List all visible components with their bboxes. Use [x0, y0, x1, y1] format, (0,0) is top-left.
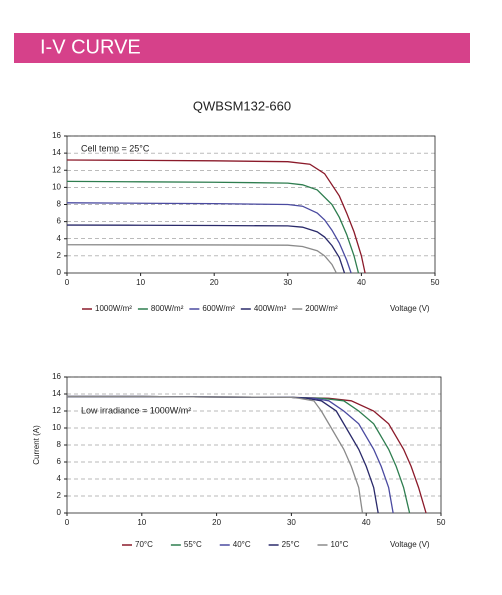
x-tick-label: 20	[212, 518, 221, 527]
y-tick-label: 2	[57, 251, 62, 260]
y-tick-label: 14	[52, 148, 61, 157]
y-tick-label: 4	[57, 234, 62, 243]
y-tick-label: 4	[57, 474, 62, 483]
y-tick-label: 6	[57, 217, 62, 226]
x-tick-label: 30	[287, 518, 296, 527]
y-tick-label: 16	[52, 131, 61, 140]
chart-title: QWBSM132-660	[193, 98, 291, 113]
x-tick-label: 10	[136, 278, 145, 287]
y-tick-label: 6	[57, 457, 62, 466]
y-tick-label: 10	[52, 182, 61, 191]
iv-curve	[67, 395, 364, 514]
header-title: I-V CURVE	[40, 36, 141, 58]
legend-label: 200W/m²	[305, 304, 338, 313]
legend-label: 55°C	[184, 540, 202, 549]
plot-frame	[66, 135, 436, 274]
legend-label: 40°C	[233, 540, 251, 549]
y-tick-label: 8	[57, 200, 62, 209]
x-axis-label: Voltage (V)	[390, 540, 430, 549]
x-tick-label: 0	[65, 518, 70, 527]
y-tick-label: 12	[52, 165, 61, 174]
y-tick-label: 0	[57, 268, 62, 277]
header-bar	[14, 33, 470, 63]
legend-label: 1000W/m²	[95, 304, 132, 313]
y-axis-label: Current (A)	[32, 425, 41, 465]
x-tick-label: 50	[437, 518, 446, 527]
legend-label: 400W/m²	[254, 304, 287, 313]
y-tick-label: 10	[52, 423, 61, 432]
y-tick-label: 14	[52, 389, 61, 398]
plot-frame	[66, 376, 442, 514]
x-tick-label: 40	[357, 278, 366, 287]
annotation: Low irradiance = 1000W/m²	[81, 405, 191, 415]
y-tick-label: 0	[57, 508, 62, 517]
x-tick-label: 50	[431, 278, 440, 287]
iv-curve	[66, 224, 346, 274]
annotation: Cell temp = 25°C	[81, 143, 150, 153]
legend-label: 10°C	[331, 540, 349, 549]
x-tick-label: 40	[362, 518, 371, 527]
x-tick-label: 0	[65, 278, 70, 287]
x-tick-label: 30	[283, 278, 292, 287]
legend-label: 25°C	[282, 540, 300, 549]
iv-curve	[66, 202, 352, 274]
y-tick-label: 12	[52, 406, 61, 415]
iv-curve	[66, 180, 360, 274]
legend-label: 600W/m²	[202, 304, 235, 313]
x-tick-label: 20	[210, 278, 219, 287]
y-tick-label: 8	[57, 440, 62, 449]
iv-curve	[66, 159, 366, 274]
iv-curve	[66, 244, 337, 274]
legend-label: 70°C	[135, 540, 153, 549]
y-tick-label: 2	[57, 491, 62, 500]
y-tick-label: 16	[52, 372, 61, 381]
x-axis-label: Voltage (V)	[390, 304, 430, 313]
legend-label: 800W/m²	[151, 304, 184, 313]
x-tick-label: 10	[137, 518, 146, 527]
